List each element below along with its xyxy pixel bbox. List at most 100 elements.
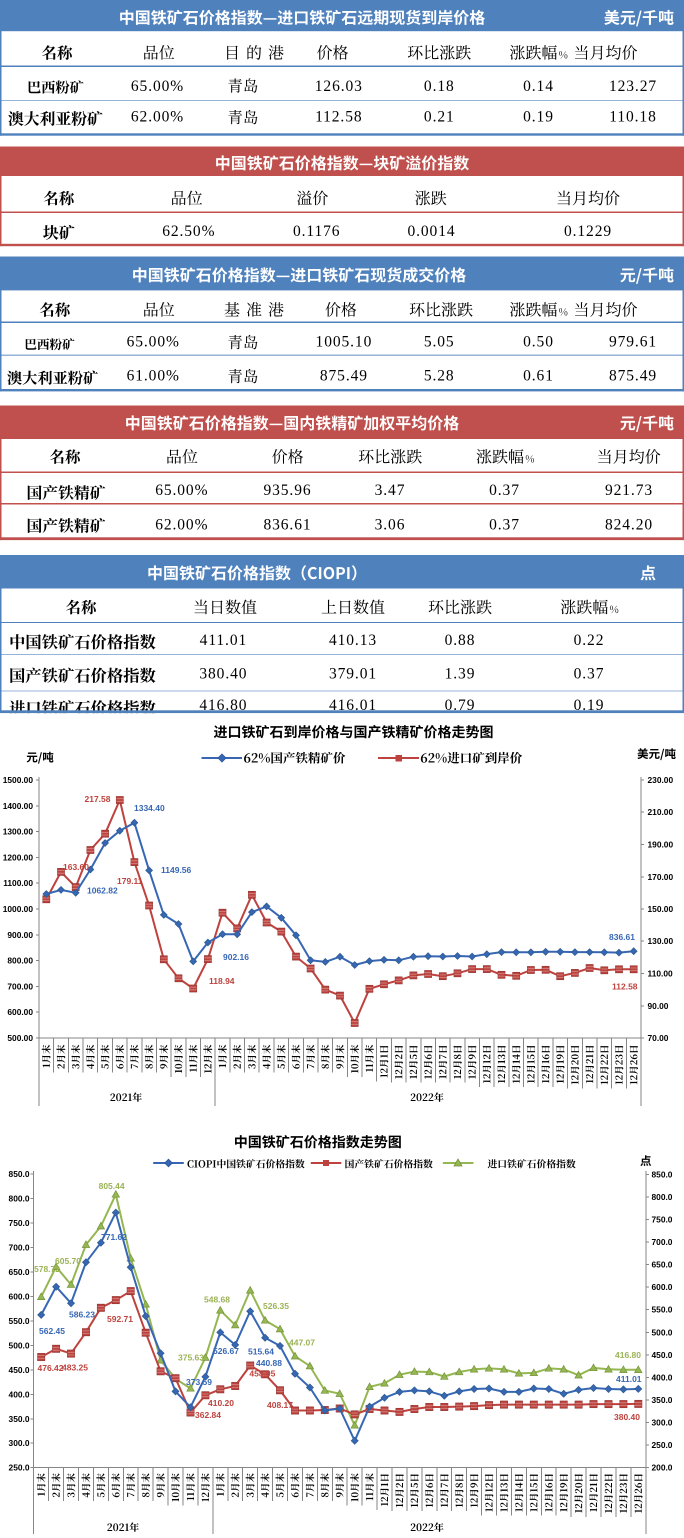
svg-text:500.0: 500.0 [9,1340,30,1350]
svg-text:526.35: 526.35 [263,1301,289,1311]
svg-text:850.0: 850.0 [9,1169,30,1179]
svg-text:836.61: 836.61 [263,517,311,534]
svg-text:380.40: 380.40 [199,666,247,683]
svg-text:190.00: 190.00 [648,840,674,850]
svg-text:605.70: 605.70 [55,1256,81,1266]
svg-text:447.07: 447.07 [289,1337,315,1347]
svg-text:126.03: 126.03 [315,78,363,95]
svg-text:0.1176: 0.1176 [293,223,340,240]
svg-text:600.0: 600.0 [9,1292,30,1302]
svg-text:217.58: 217.58 [85,794,111,804]
svg-text:650.0: 650.0 [652,1260,673,1270]
svg-text:250.0: 250.0 [9,1463,30,1473]
svg-text:112.58: 112.58 [612,982,638,992]
svg-text:0.37: 0.37 [574,666,605,683]
svg-text:836.61: 836.61 [609,932,635,942]
svg-text:1062.82: 1062.82 [87,886,118,896]
svg-text:61.00%: 61.00% [127,368,180,385]
svg-text:440.88: 440.88 [256,1358,282,1368]
svg-text:123.27: 123.27 [609,78,657,95]
svg-text:1005.10: 1005.10 [316,334,373,351]
svg-text:1334.40: 1334.40 [134,803,165,813]
svg-text:515.64: 515.64 [248,1346,274,1356]
svg-text:562.45: 562.45 [39,1326,65,1336]
svg-text:90.00: 90.00 [648,1001,669,1011]
svg-text:600.00: 600.00 [7,1007,33,1017]
svg-text:373.59: 373.59 [186,1377,212,1387]
svg-text:1.39: 1.39 [445,666,476,683]
svg-text:805.44: 805.44 [99,1181,125,1191]
svg-text:0.79: 0.79 [445,697,476,714]
svg-text:410.20: 410.20 [208,1398,234,1408]
svg-text:1300.00: 1300.00 [3,827,34,837]
svg-text:1500.00: 1500.00 [3,775,34,785]
svg-text:250.0: 250.0 [652,1440,673,1450]
svg-text:0.1229: 0.1229 [564,223,612,240]
svg-text:0.19: 0.19 [574,697,605,714]
svg-text:70.00: 70.00 [648,1033,669,1043]
svg-text:411.01: 411.01 [200,632,247,649]
svg-text:483.25: 483.25 [62,1362,88,1372]
svg-text:902.16: 902.16 [223,952,249,962]
svg-text:771.62: 771.62 [101,1232,127,1242]
svg-text:592.71: 592.71 [107,1314,133,1324]
svg-text:410.13: 410.13 [329,632,377,649]
svg-text:112.58: 112.58 [315,109,362,126]
svg-text:416.01: 416.01 [329,697,377,714]
svg-text:200.0: 200.0 [652,1463,673,1473]
svg-text:700.0: 700.0 [9,1243,30,1253]
svg-text:62.50%: 62.50% [162,223,215,240]
svg-text:450.0: 450.0 [652,1350,673,1360]
svg-text:700.00: 700.00 [7,981,33,991]
svg-text:375.63: 375.63 [178,1353,204,1363]
svg-text:300.0: 300.0 [652,1418,673,1428]
svg-text:170.00: 170.00 [648,872,674,882]
svg-text:875.49: 875.49 [609,368,657,385]
svg-text:362.84: 362.84 [195,1410,221,1420]
svg-text:300.0: 300.0 [9,1438,30,1448]
svg-text:163.60: 163.60 [63,862,89,872]
svg-text:0.14: 0.14 [523,78,554,95]
svg-text:416.80: 416.80 [615,1350,641,1360]
svg-text:450.0: 450.0 [9,1365,30,1375]
svg-text:62.00%: 62.00% [155,517,208,534]
svg-text:750.0: 750.0 [9,1218,30,1228]
svg-text:650.0: 650.0 [9,1267,30,1277]
svg-text:578.72: 578.72 [34,1264,60,1274]
svg-text:700.0: 700.0 [652,1237,673,1247]
svg-text:150.00: 150.00 [648,904,674,914]
svg-text:1200.00: 1200.00 [3,852,34,862]
svg-text:458.95: 458.95 [249,1369,275,1379]
svg-text:500.0: 500.0 [652,1327,673,1337]
svg-text:0.88: 0.88 [445,632,476,649]
svg-text:0.50: 0.50 [523,334,554,351]
svg-text:1000.00: 1000.00 [3,904,34,914]
svg-text:350.0: 350.0 [652,1395,673,1405]
svg-text:400.0: 400.0 [652,1372,673,1382]
svg-text:1100.00: 1100.00 [3,878,33,888]
svg-text:408.17: 408.17 [267,1400,293,1410]
svg-text:0.19: 0.19 [523,109,554,126]
svg-text:350.0: 350.0 [9,1414,30,1424]
svg-text:179.11: 179.11 [117,876,143,886]
svg-text:0.37: 0.37 [489,482,520,499]
svg-text:900.00: 900.00 [7,930,33,940]
svg-text:400.0: 400.0 [9,1389,30,1399]
svg-text:476.42: 476.42 [38,1363,64,1373]
svg-text:550.0: 550.0 [652,1305,673,1315]
svg-text:0.22: 0.22 [574,632,605,649]
svg-text:5.28: 5.28 [424,368,455,385]
svg-text:750.0: 750.0 [652,1214,673,1224]
svg-text:118.94: 118.94 [209,976,235,986]
svg-text:921.73: 921.73 [605,482,653,499]
svg-text:0.18: 0.18 [424,78,455,95]
svg-text:62.00%: 62.00% [131,109,184,126]
svg-text:0.61: 0.61 [523,368,554,385]
svg-text:5.05: 5.05 [424,334,455,351]
svg-text:210.00: 210.00 [648,807,674,817]
svg-text:416.80: 416.80 [199,697,247,714]
svg-text:800.0: 800.0 [9,1194,30,1204]
svg-text:0.37: 0.37 [489,517,520,534]
svg-text:550.0: 550.0 [9,1316,30,1326]
svg-text:379.01: 379.01 [329,666,377,683]
